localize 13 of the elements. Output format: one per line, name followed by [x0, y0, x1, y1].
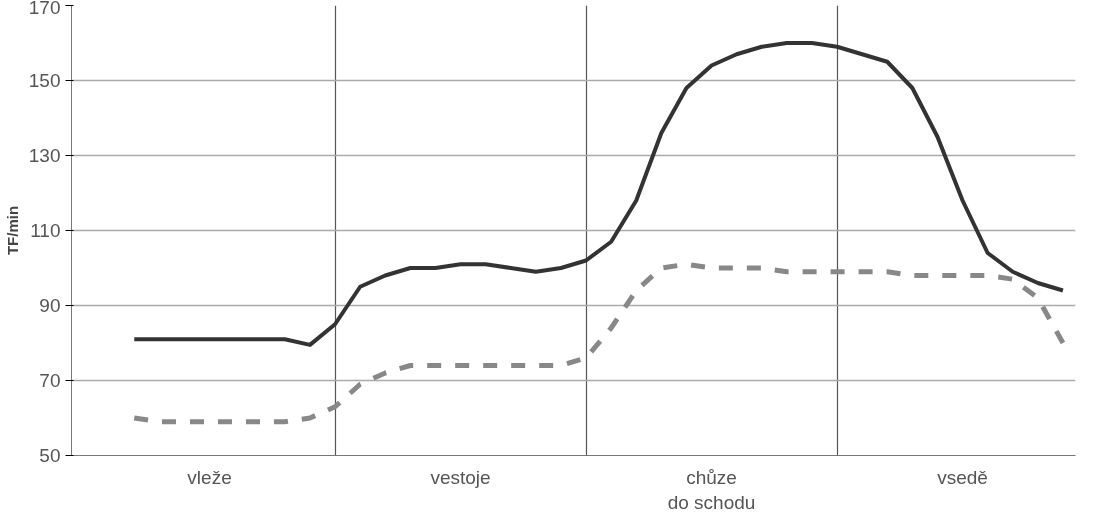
line-series — [132, 41, 1065, 347]
y-tick-label: 150 — [28, 70, 61, 91]
x-tick-label: chůze do schodu — [667, 466, 756, 513]
y-tick-label: 130 — [28, 145, 61, 166]
x-tick-label: vleže — [187, 466, 232, 488]
y-tick-label: 50 — [39, 445, 61, 466]
x-tick-label: vestoje — [430, 466, 491, 488]
x-tick-label: vsedě — [937, 466, 988, 488]
y-tick-label: 110 — [30, 220, 61, 241]
y-axis-title: TF/min — [3, 205, 21, 256]
y-tick-label: 70 — [39, 370, 61, 391]
y-tick-label: 170 — [28, 0, 61, 18]
y-tick-label: 90 — [39, 295, 61, 316]
